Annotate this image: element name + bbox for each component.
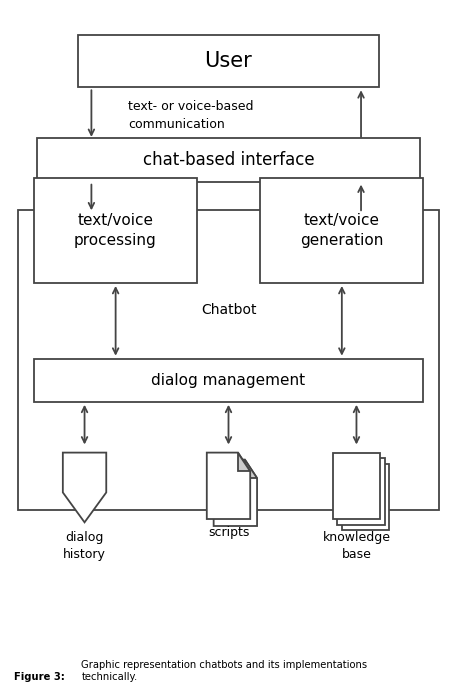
Text: Graphic representation chatbots and its implementations
technically.: Graphic representation chatbots and its … bbox=[81, 660, 367, 682]
Bar bbox=[333, 453, 380, 519]
Text: chat-based interface: chat-based interface bbox=[143, 151, 314, 169]
Text: text/voice
generation: text/voice generation bbox=[300, 213, 383, 248]
Text: knowledge
base: knowledge base bbox=[323, 531, 390, 561]
Polygon shape bbox=[245, 460, 257, 478]
Polygon shape bbox=[214, 460, 257, 526]
Polygon shape bbox=[207, 453, 250, 519]
Text: dialog management: dialog management bbox=[151, 373, 306, 388]
Polygon shape bbox=[63, 453, 106, 522]
Text: Chatbot: Chatbot bbox=[201, 303, 256, 317]
Bar bbox=[342, 464, 389, 531]
Bar bbox=[37, 138, 420, 182]
Bar bbox=[34, 178, 197, 283]
Bar bbox=[337, 459, 385, 524]
Bar bbox=[18, 210, 439, 510]
Text: scripts: scripts bbox=[208, 526, 249, 539]
Text: text/voice
processing: text/voice processing bbox=[74, 213, 157, 248]
Text: dialog
history: dialog history bbox=[63, 531, 106, 561]
Text: User: User bbox=[205, 51, 252, 71]
Text: Figure 3:: Figure 3: bbox=[14, 672, 68, 682]
Bar bbox=[78, 35, 379, 87]
Bar bbox=[260, 178, 423, 283]
Bar bbox=[34, 359, 423, 402]
Polygon shape bbox=[238, 453, 250, 471]
Text: text- or voice-based
communication: text- or voice-based communication bbox=[128, 100, 254, 131]
